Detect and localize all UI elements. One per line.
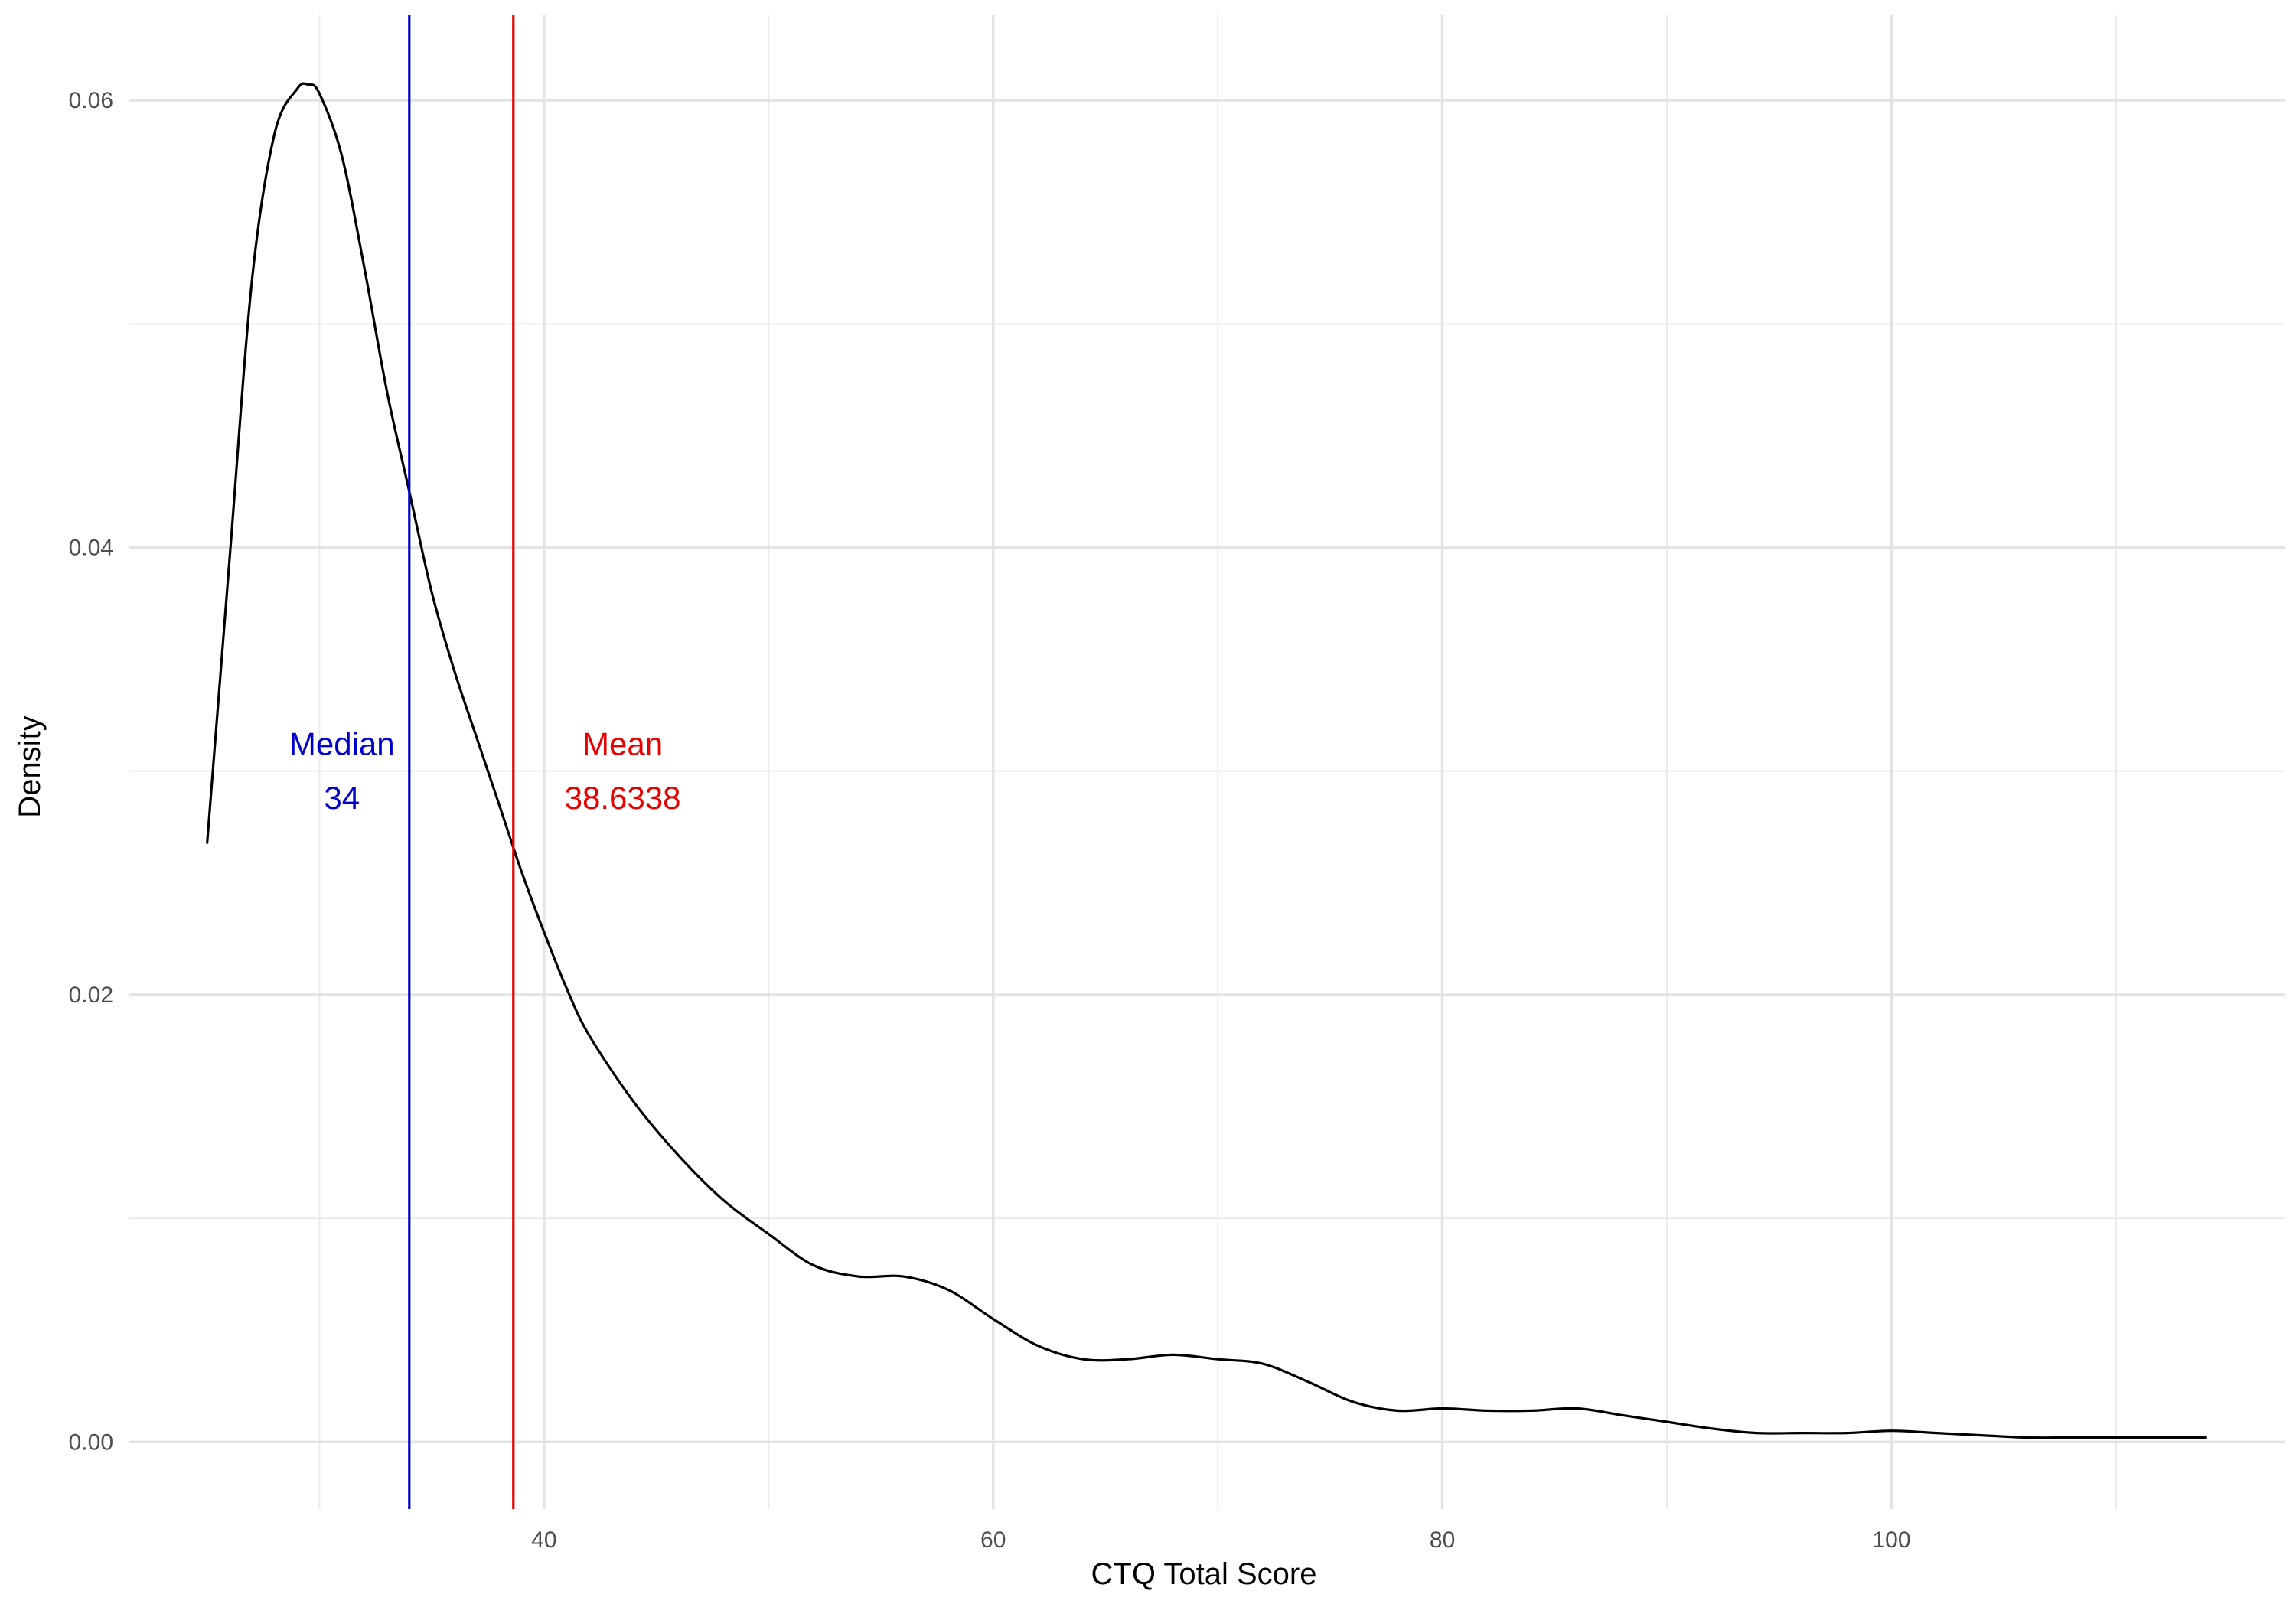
x-tick-label: 40 — [531, 1527, 556, 1553]
density-curve — [206, 82, 2207, 1439]
density-curve-layer — [206, 82, 2207, 1439]
x-tick-label: 80 — [1430, 1527, 1455, 1553]
minor-gridlines — [129, 15, 2285, 1509]
y-axis-tick-labels: 0.00 0.02 0.04 0.06 — [69, 88, 113, 1455]
annotations: Median 34 Mean 38.6338 — [289, 726, 681, 816]
x-axis-tick-labels: 40 60 80 100 — [531, 1527, 1910, 1553]
x-tick-label: 100 — [1872, 1527, 1910, 1553]
median-value: 34 — [324, 780, 360, 816]
x-tick-label: 60 — [980, 1527, 1006, 1553]
y-tick-label: 0.06 — [69, 88, 113, 113]
mean-value: 38.6338 — [565, 780, 681, 816]
y-tick-label: 0.02 — [69, 983, 113, 1008]
major-gridlines — [129, 15, 2285, 1509]
y-tick-label: 0.00 — [69, 1429, 113, 1455]
reference-lines — [408, 15, 515, 1509]
y-tick-label: 0.04 — [69, 535, 113, 560]
x-axis-title: CTQ Total Score — [1091, 1557, 1317, 1591]
y-axis-title: Density — [13, 715, 47, 817]
mean-label: Mean — [582, 726, 663, 762]
median-label: Median — [289, 726, 395, 762]
